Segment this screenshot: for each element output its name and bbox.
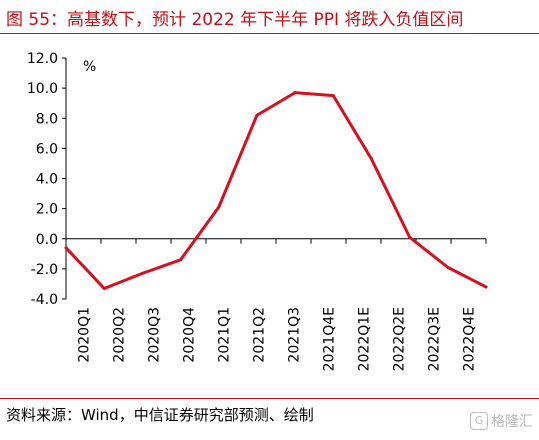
source-note: 资料来源：Wind，中信证券研究部预测、绘制 xyxy=(6,406,314,424)
x-tick-label: 2022Q1E xyxy=(357,307,373,371)
x-tick-label: 2020Q2 xyxy=(112,307,128,363)
x-tick-label: 2021Q3 xyxy=(287,307,303,363)
y-tick-label: 4.0 xyxy=(36,172,58,188)
x-tick-label: 2021Q1 xyxy=(217,307,233,363)
data-point xyxy=(140,271,144,275)
title-divider xyxy=(0,33,539,34)
x-tick-label: 2022Q2E xyxy=(392,307,408,371)
x-tick-label: 2020Q1 xyxy=(77,307,93,363)
data-point xyxy=(369,157,373,161)
data-point xyxy=(102,286,106,290)
line-chart: 12.010.08.06.04.02.00.0-2.0-4.0 2020Q1 20… xyxy=(27,51,488,371)
data-point xyxy=(331,94,335,98)
data-point xyxy=(408,235,412,239)
y-tick-label: -2.0 xyxy=(31,262,58,278)
x-tick-label: 2022Q4E xyxy=(462,307,478,371)
data-point xyxy=(217,205,221,209)
y-tick-label: 10.0 xyxy=(27,81,58,97)
y-unit-label: % xyxy=(83,59,96,75)
y-axis: 12.0 10.0 8.0 6.0 4.0 2.0 0.0 -2.0 -4.0 xyxy=(27,51,67,308)
x-tick-label: 2022Q3E xyxy=(427,307,443,371)
y-tick-label: 0.0 xyxy=(36,232,58,248)
title-bar: 图 55：高基数下，预计 2022 年下半年 PPI 将跌入负值区间 xyxy=(0,0,539,32)
y-tick-label: 12.0 xyxy=(27,51,58,67)
y-tick-label: 8.0 xyxy=(36,111,58,127)
data-point xyxy=(64,246,68,250)
data-point xyxy=(255,113,259,117)
x-tick-label: 2020Q3 xyxy=(147,307,163,363)
y-tick-label: -4.0 xyxy=(31,292,58,308)
x-tick-label: 2021Q2 xyxy=(252,307,268,363)
watermark-text: 格隆汇 xyxy=(491,414,533,430)
series-layer xyxy=(64,91,488,290)
chart-title: 图 55：高基数下，预计 2022 年下半年 PPI 将跌入负值区间 xyxy=(6,10,464,30)
footer-divider xyxy=(0,398,539,399)
x-axis: 2020Q1 2020Q2 2020Q3 2020Q4 2021Q1 2021Q2 2021… xyxy=(65,238,487,371)
watermark: G 格隆汇 xyxy=(470,411,533,431)
data-point xyxy=(293,91,297,95)
data-point xyxy=(484,285,488,289)
data-point xyxy=(446,265,450,269)
series-line xyxy=(64,91,488,290)
data-point xyxy=(179,258,183,262)
y-tick-label: 6.0 xyxy=(36,141,58,157)
watermark-logo-icon: G xyxy=(470,412,488,430)
x-tick-label: 2020Q4 xyxy=(182,307,198,363)
x-tick-label: 2021Q4E xyxy=(322,307,338,371)
y-tick-label: 2.0 xyxy=(36,202,58,218)
